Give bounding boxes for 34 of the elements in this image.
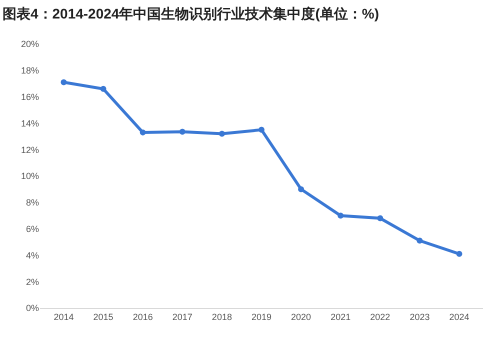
y-tick-label: 14%: [20, 118, 39, 128]
point: [179, 128, 186, 135]
point: [218, 130, 225, 137]
point: [258, 126, 264, 133]
y-tick-label: 18%: [20, 66, 39, 76]
y-tick-label: 12%: [20, 144, 39, 155]
point: [100, 86, 106, 92]
point: [338, 212, 344, 219]
x-tick-label: 2024: [449, 312, 470, 322]
y-tick-label: 4%: [26, 250, 39, 260]
point: [456, 250, 462, 257]
x-tick-label: 2018: [212, 312, 232, 322]
chart-title: 图表4：2014-2024年中国生物识别行业技术集中度(单位：%): [2, 5, 379, 22]
x-tick-label: 2015: [93, 312, 114, 322]
x-tick-label: 2014: [54, 312, 74, 322]
point: [416, 238, 423, 244]
x-tick-label: 2020: [291, 312, 312, 322]
x-tick-label: 2023: [410, 312, 430, 322]
x-tick-label: 2021: [330, 312, 351, 322]
y-tick-label: 2%: [26, 276, 39, 287]
point: [60, 79, 67, 86]
x-tick-label: 2022: [370, 312, 390, 322]
y-tick-label: 16%: [20, 92, 39, 102]
point: [377, 215, 384, 222]
point: [298, 186, 304, 192]
y-tick-label: 8%: [26, 198, 39, 208]
point: [140, 129, 146, 136]
x-tick-label: 2017: [172, 312, 192, 322]
x-tick-label: 2016: [132, 312, 153, 322]
y-tick-label: 6%: [26, 224, 39, 234]
y-tick-label: 0%: [26, 303, 39, 314]
y-tick-label: 20%: [20, 39, 39, 50]
y-tick-label: 10%: [20, 171, 39, 182]
x-tick-label: 2019: [251, 312, 272, 322]
